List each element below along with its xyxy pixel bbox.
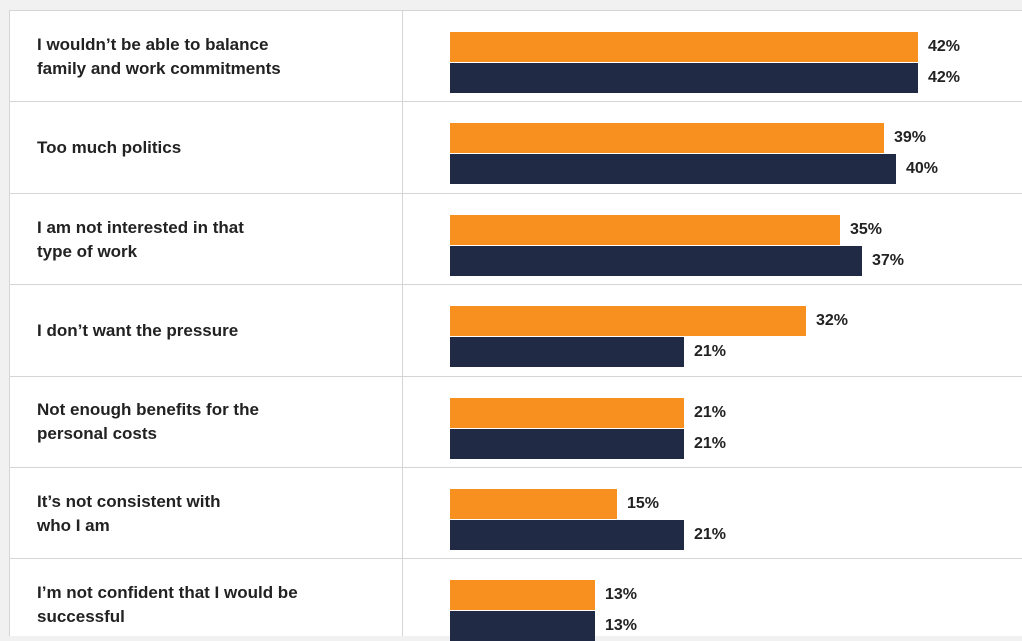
bar <box>450 123 884 153</box>
category-label: I wouldn’t be able to balance family and… <box>37 34 281 78</box>
category-label: I am not interested in that type of work <box>37 217 244 261</box>
category-label: Too much politics <box>37 138 182 158</box>
value-label: 21% <box>694 404 727 421</box>
column-divider <box>402 10 403 636</box>
row-divider <box>9 558 1022 559</box>
value-label: 21% <box>694 435 727 452</box>
bar <box>450 489 617 519</box>
bar <box>450 63 918 93</box>
bar <box>450 306 806 336</box>
row-divider <box>9 193 1022 194</box>
value-label: 13% <box>605 617 638 634</box>
value-label: 42% <box>928 38 961 55</box>
bar <box>450 429 684 459</box>
row-divider <box>9 376 1022 377</box>
bar <box>450 580 595 610</box>
value-label: 15% <box>627 495 660 512</box>
value-label: 21% <box>694 343 727 360</box>
value-label: 42% <box>928 69 961 86</box>
bar <box>450 32 918 62</box>
bar <box>450 398 684 428</box>
bar <box>450 337 684 367</box>
value-label: 40% <box>906 160 939 177</box>
bar <box>450 154 896 184</box>
value-label: 35% <box>850 221 883 238</box>
value-label: 13% <box>605 586 638 603</box>
value-label: 39% <box>894 129 927 146</box>
category-label: Not enough benefits for the personal cos… <box>37 400 259 444</box>
bar <box>450 215 840 245</box>
value-label: 37% <box>872 252 905 269</box>
row-divider <box>9 284 1022 285</box>
row-divider <box>9 467 1022 468</box>
bar <box>450 611 595 641</box>
value-label: 32% <box>816 312 849 329</box>
row-divider <box>9 101 1022 102</box>
category-label: It’s not consistent with who I am <box>37 491 221 535</box>
bar <box>450 246 862 276</box>
bar <box>450 520 684 550</box>
value-label: 21% <box>694 526 727 543</box>
category-label: I’m not confident that I would be succes… <box>37 583 298 627</box>
category-label: I don’t want the pressure <box>37 320 239 340</box>
